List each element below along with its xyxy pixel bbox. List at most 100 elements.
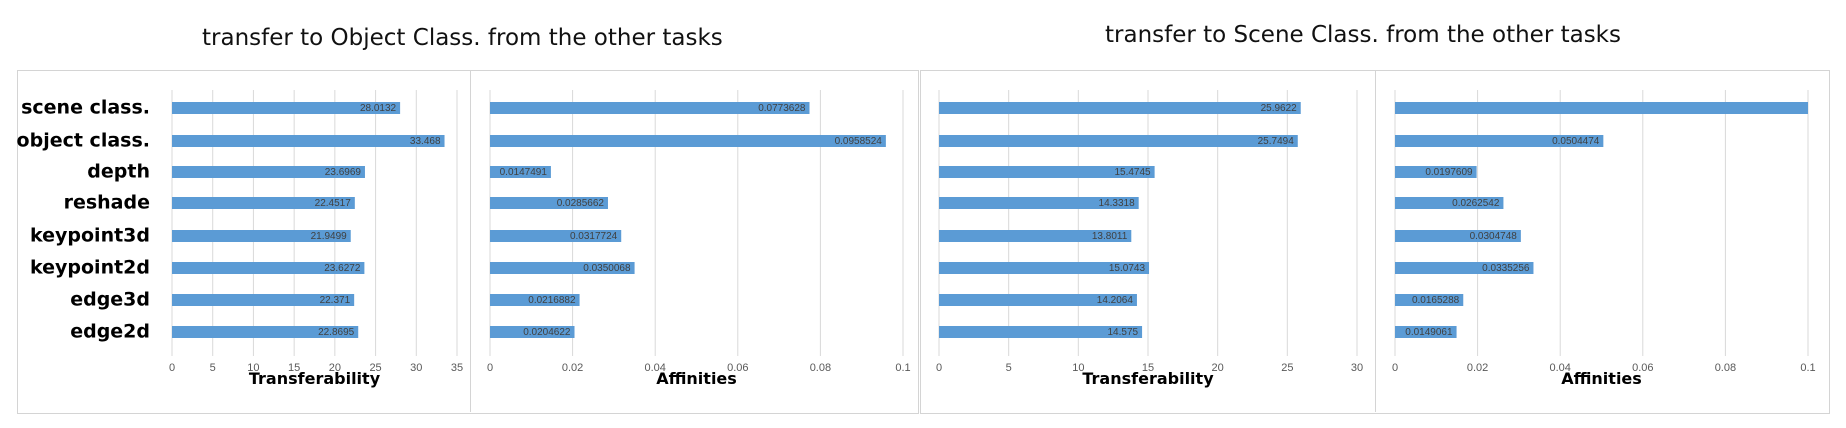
category-label: keypoint2d <box>30 257 150 279</box>
x-tick-label: 30 <box>410 362 422 374</box>
data-label: 23.6969 <box>325 167 362 178</box>
data-label: 0.0304748 <box>1470 231 1518 242</box>
data-label: 28.0132 <box>360 103 397 114</box>
bar <box>172 262 365 274</box>
x-tick-label: 0.04 <box>1549 362 1570 374</box>
data-label: 0.0773628 <box>758 103 806 114</box>
x-axis-label: Affinities <box>656 369 737 388</box>
category-label: reshade <box>64 192 150 214</box>
panel-divider <box>470 70 471 412</box>
x-tick-label: 15 <box>1142 362 1154 374</box>
right-group-title: transfer to Scene Class. from the other … <box>1105 22 1621 48</box>
x-tick-label: 0 <box>487 362 493 374</box>
category-label: keypoint3d <box>30 225 150 247</box>
bar <box>1395 135 1604 147</box>
bar <box>172 230 351 242</box>
data-label: 33.468 <box>410 136 441 147</box>
x-tick-label: 0.1 <box>895 362 910 374</box>
x-axis-label: Affinities <box>1561 369 1642 388</box>
bar <box>490 166 551 178</box>
data-label: 23.6272 <box>324 263 361 274</box>
data-label: 13.8011 <box>1092 231 1128 242</box>
data-label: 0.0204622 <box>523 327 571 338</box>
bar <box>172 102 401 114</box>
data-label: 15.0743 <box>1109 263 1146 274</box>
data-label: 25.9622 <box>1261 103 1298 114</box>
bar <box>1395 102 1808 114</box>
bar <box>1395 326 1457 338</box>
bar <box>490 135 886 147</box>
x-tick-label: 25 <box>1281 362 1293 374</box>
data-label: 21.9499 <box>311 231 348 242</box>
category-label: edge3d <box>70 289 150 311</box>
x-tick-label: 0.04 <box>644 362 665 374</box>
bar <box>172 135 445 147</box>
bar <box>939 166 1155 178</box>
bar <box>490 262 635 274</box>
bar <box>490 197 608 209</box>
x-tick-label: 0.02 <box>1467 362 1488 374</box>
bar <box>1395 262 1534 274</box>
bar <box>172 326 359 338</box>
x-axis-label: Transferability <box>249 369 381 388</box>
data-label: 0.0504474 <box>1552 136 1600 147</box>
data-label: 0.0958524 <box>835 136 883 147</box>
bar <box>939 294 1137 306</box>
left-group-title: transfer to Object Class. from the other… <box>202 25 723 51</box>
bar <box>939 102 1301 114</box>
x-tick-label: 0.08 <box>1715 362 1736 374</box>
data-label: 0.0216882 <box>528 295 576 306</box>
data-label: 0.0335256 <box>1482 263 1530 274</box>
x-tick-label: 35 <box>451 362 463 374</box>
x-tick-label: 0.06 <box>1632 362 1653 374</box>
bar <box>490 230 622 242</box>
data-label: 0.0262542 <box>1452 198 1500 209</box>
x-tick-label: 10 <box>247 362 259 374</box>
bar <box>939 197 1139 209</box>
bar <box>490 326 575 338</box>
panel-divider <box>1375 70 1376 412</box>
data-label: 0.0149061 <box>1405 327 1453 338</box>
category-label: object class. <box>17 130 150 152</box>
data-label: 0.0197609 <box>1425 167 1473 178</box>
x-tick-label: 20 <box>1212 362 1224 374</box>
category-label: depth <box>87 161 150 183</box>
bar <box>939 230 1132 242</box>
x-tick-label: 0.08 <box>810 362 831 374</box>
data-label: 15.4745 <box>1114 167 1151 178</box>
bar <box>1395 230 1521 242</box>
data-label: 0.0350068 <box>583 263 631 274</box>
x-tick-label: 0 <box>169 362 175 374</box>
x-tick-label: 0.1 <box>1800 362 1815 374</box>
bar <box>1395 294 1464 306</box>
data-label: 14.2064 <box>1097 295 1134 306</box>
x-tick-label: 30 <box>1351 362 1363 374</box>
bar <box>939 135 1298 147</box>
left-chart-group-frame <box>17 70 919 414</box>
bar <box>172 197 355 209</box>
bar <box>490 294 580 306</box>
x-axis-label: Transferability <box>1082 369 1214 388</box>
data-label: 0.0317724 <box>570 231 618 242</box>
data-label: 25.7494 <box>1258 136 1295 147</box>
x-tick-label: 0.06 <box>727 362 748 374</box>
x-tick-label: 0.02 <box>562 362 583 374</box>
data-label: 0.0165288 <box>1412 295 1460 306</box>
x-tick-label: 0 <box>1392 362 1398 374</box>
x-tick-label: 5 <box>1006 362 1012 374</box>
bar <box>1395 166 1477 178</box>
data-label: 14.575 <box>1107 327 1138 338</box>
bar <box>490 102 810 114</box>
category-label: edge2d <box>70 321 150 343</box>
data-label: 0.0285662 <box>557 198 605 209</box>
data-label: 22.8695 <box>318 327 355 338</box>
x-tick-label: 10 <box>1072 362 1084 374</box>
x-tick-label: 15 <box>288 362 300 374</box>
data-label: 22.4517 <box>315 198 352 209</box>
x-tick-label: 0 <box>936 362 942 374</box>
bar <box>939 326 1143 338</box>
x-tick-label: 5 <box>210 362 216 374</box>
x-tick-label: 20 <box>329 362 341 374</box>
data-label: 22.371 <box>320 295 351 306</box>
